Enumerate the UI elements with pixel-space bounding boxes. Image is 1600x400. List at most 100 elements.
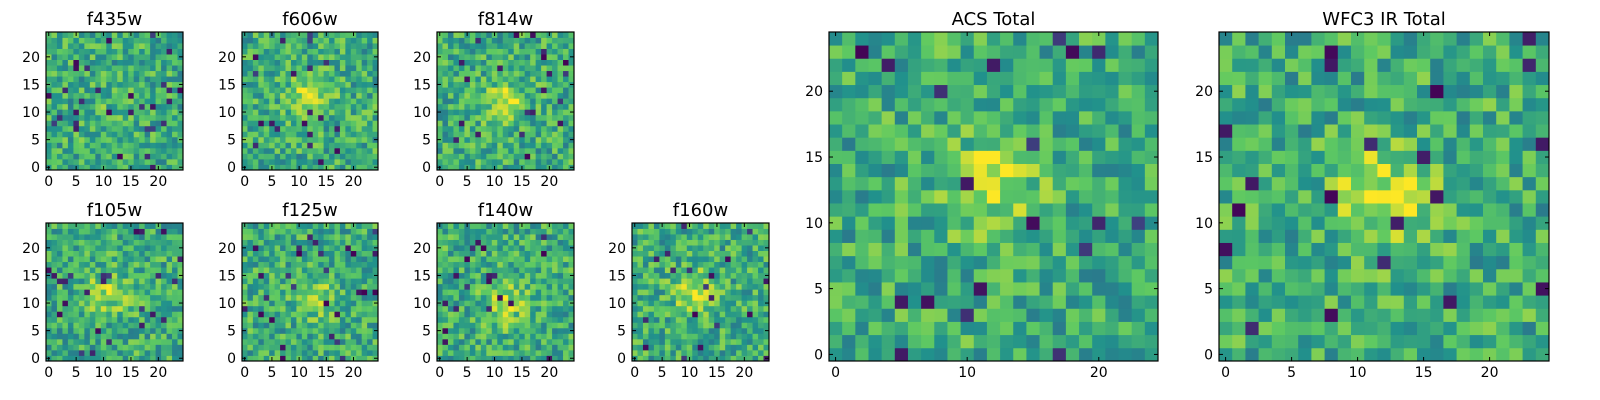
heatmap-cell xyxy=(172,120,178,127)
heatmap-cell xyxy=(632,322,638,329)
heatmap-cell xyxy=(62,147,69,154)
heatmap-cell xyxy=(367,65,373,72)
heatmap-cell xyxy=(78,245,85,251)
heatmap-cell xyxy=(541,59,547,66)
heatmap-cell xyxy=(692,333,699,340)
heatmap-cell xyxy=(296,142,303,149)
heatmap-cell xyxy=(334,142,341,149)
heatmap-cell xyxy=(442,223,449,229)
heatmap-cell xyxy=(73,136,80,143)
heatmap-cell xyxy=(84,267,91,274)
heatmap-cell xyxy=(502,245,509,251)
heatmap-cell xyxy=(469,311,476,318)
heatmap-cell xyxy=(247,300,254,307)
heatmap-cell xyxy=(524,43,531,49)
heatmap-cell xyxy=(161,114,167,121)
heatmap-cell xyxy=(122,239,129,246)
heatmap-cell xyxy=(447,267,454,274)
heatmap-cell xyxy=(372,92,379,99)
heatmap-cell xyxy=(269,65,276,72)
heatmap-cell xyxy=(106,37,113,44)
heatmap-cell xyxy=(513,164,520,171)
heatmap-cell xyxy=(100,98,107,105)
heatmap-cell xyxy=(541,87,547,94)
heatmap-cell xyxy=(51,355,58,362)
heatmap-cell xyxy=(312,267,319,274)
heatmap-cell xyxy=(133,87,140,94)
heatmap-cell xyxy=(62,300,69,307)
heatmap-cell xyxy=(122,59,129,66)
heatmap-cell xyxy=(312,305,319,312)
heatmap-cell xyxy=(356,289,363,296)
heatmap-cell xyxy=(106,349,113,356)
heatmap-cell xyxy=(502,37,509,44)
heatmap-cell xyxy=(491,43,498,49)
heatmap-cell xyxy=(155,103,162,110)
heatmap-cell xyxy=(458,114,465,121)
heatmap-cell xyxy=(372,59,379,66)
heatmap-cell xyxy=(708,239,715,246)
heatmap-cell xyxy=(747,305,753,312)
heatmap-cell xyxy=(155,92,162,99)
heatmap-cell xyxy=(100,322,107,329)
heatmap-cell xyxy=(258,125,265,132)
heatmap-cell xyxy=(546,256,553,263)
heatmap-cell xyxy=(829,189,843,204)
heatmap-cell xyxy=(111,344,118,351)
heatmap-cell xyxy=(367,228,373,235)
heatmap-cell xyxy=(535,76,542,83)
heatmap-cell xyxy=(442,311,449,318)
heatmap-cell xyxy=(714,278,721,285)
heatmap-cell xyxy=(632,289,638,296)
heatmap-cell xyxy=(89,338,96,345)
heatmap-cell xyxy=(100,283,107,290)
heatmap-cell xyxy=(546,234,553,240)
heatmap-cell xyxy=(708,322,715,329)
heatmap-cell xyxy=(252,76,259,83)
heatmap-cell xyxy=(469,261,476,268)
heatmap-cell xyxy=(868,189,883,204)
heatmap-cell xyxy=(736,228,742,235)
heatmap-cell xyxy=(653,228,660,235)
heatmap-cell xyxy=(117,103,124,110)
heatmap-cell xyxy=(307,239,314,246)
heatmap-cell xyxy=(356,136,363,143)
heatmap-cell xyxy=(881,150,896,164)
heatmap-cell xyxy=(842,216,856,230)
heatmap-cell xyxy=(670,261,677,268)
heatmap-cell xyxy=(763,283,770,290)
heatmap-cell xyxy=(670,234,677,240)
heatmap-cell xyxy=(269,338,276,345)
heatmap-cell xyxy=(541,344,547,351)
heatmap-cell xyxy=(881,176,896,191)
heatmap-cell xyxy=(296,294,303,301)
heatmap-cell xyxy=(637,245,644,251)
heatmap-cell xyxy=(301,92,308,99)
heatmap-cell xyxy=(497,120,504,127)
heatmap-cell xyxy=(252,311,259,318)
heatmap-cell xyxy=(67,322,74,329)
heatmap-cell xyxy=(144,322,151,329)
heatmap-cell xyxy=(117,37,124,44)
heatmap-cell xyxy=(730,333,737,340)
heatmap-cell xyxy=(986,242,1001,257)
heatmap-cell xyxy=(719,267,726,274)
heatmap-cell xyxy=(269,300,276,307)
heatmap-cell xyxy=(280,289,286,296)
heatmap-cell xyxy=(150,305,156,312)
heatmap-cell xyxy=(350,70,357,77)
heatmap-cell xyxy=(334,131,341,138)
heatmap-cell xyxy=(161,305,167,312)
heatmap-cell xyxy=(1131,203,1146,217)
heatmap-cell xyxy=(458,136,465,143)
heatmap-cell xyxy=(1118,282,1133,296)
heatmap-cell xyxy=(664,283,671,290)
heatmap-cell xyxy=(296,76,303,83)
heatmap-cell xyxy=(46,48,52,55)
heatmap-cell xyxy=(62,322,69,329)
heatmap-cell xyxy=(242,333,248,340)
heatmap-cell xyxy=(475,311,482,318)
heatmap-cell xyxy=(541,245,547,251)
heatmap-cell xyxy=(557,283,564,290)
heatmap-cell xyxy=(513,37,520,44)
